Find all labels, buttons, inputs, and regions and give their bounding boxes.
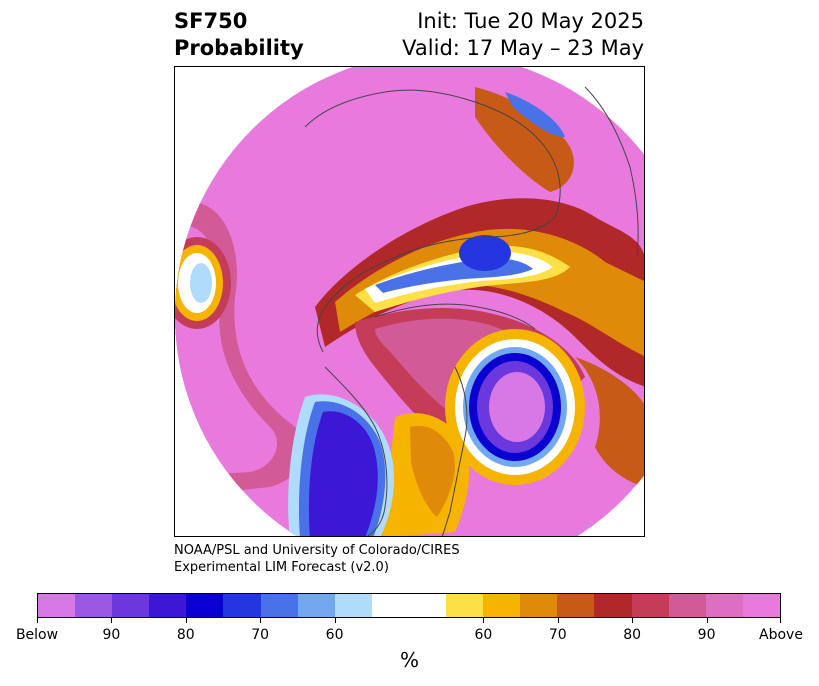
colorbar-tick-mark (557, 618, 559, 623)
valid-period: Valid: 17 May – 23 May (402, 36, 644, 60)
colorbar-tick-label: 90 (102, 627, 121, 643)
colorbar-segment (38, 594, 76, 617)
colorbar-segment (520, 594, 558, 617)
colorbar-segment (557, 594, 595, 617)
colorbar-segment (334, 594, 372, 617)
credit-line-2: Experimental LIM Forecast (v2.0) (174, 560, 389, 575)
colorbar-segment (149, 594, 187, 617)
colorbar-tick-mark (185, 618, 187, 623)
colorbar-tick-mark (706, 618, 708, 623)
colorbar-tick-label: 80 (176, 627, 195, 643)
east-coastline (441, 366, 468, 536)
colorbar-tick-label: Above (759, 627, 803, 643)
west-coastline (324, 366, 388, 536)
coastline-outlines (304, 86, 639, 536)
atlantic-lilac-core (489, 372, 545, 442)
colorbar-ticks: Below 90 80 70 60 60 70 80 90 Above (16, 618, 803, 643)
colorbar-segment (371, 594, 409, 617)
colorbar-tick-label: 60 (325, 627, 344, 643)
credit-line-1: NOAA/PSL and University of Colorado/CIRE… (174, 543, 460, 558)
colorbar-segment (483, 594, 521, 617)
atlantic-east-flank (575, 357, 644, 487)
west-blue-core (190, 263, 212, 303)
colorbar-segment (297, 594, 335, 617)
hudson-bay-outline (374, 303, 536, 330)
map-canvas (175, 67, 644, 536)
colorbar-segment (112, 594, 150, 617)
colorbar (37, 593, 781, 618)
colorbar-tick-label: 90 (697, 627, 716, 643)
colorbar-tick-mark (37, 618, 38, 623)
colorbar-segment (594, 594, 632, 617)
colorbar-tick-label: 80 (623, 627, 642, 643)
colorbar-segment (260, 594, 298, 617)
colorbar-segment (631, 594, 669, 617)
colorbar-tick-mark (260, 618, 262, 623)
arctic-orange-band (335, 228, 644, 357)
colorbar-tick-mark (632, 618, 634, 623)
init-date: Init: Tue 20 May 2025 (417, 9, 644, 33)
greenland-blue (505, 92, 565, 137)
arctic-coastline (304, 89, 561, 353)
plot-title: SF750 Probability (174, 8, 304, 62)
probability-map (174, 66, 645, 537)
colorbar-tick-label: 60 (474, 627, 493, 643)
shaded-field (175, 67, 644, 536)
colorbar-tick-mark (111, 618, 113, 623)
west-us-indigo-core (308, 411, 378, 536)
forecast-dates: Init: Tue 20 May 2025 Valid: 17 May – 23… (402, 8, 644, 62)
colorbar-segment (186, 594, 224, 617)
east-us-orange (410, 425, 455, 517)
north-atlantic-rust (475, 87, 574, 192)
colorbar-segment (408, 594, 447, 617)
colorbar-segment (742, 594, 780, 617)
colorbar-segment (705, 594, 743, 617)
colorbar-tick-mark (483, 618, 485, 623)
colorbar-tick-label: 70 (251, 627, 270, 643)
arctic-low-core (459, 235, 511, 271)
colorbar-tick-label: 70 (548, 627, 567, 643)
colorbar-segment (668, 594, 706, 617)
credit-text: NOAA/PSL and University of Colorado/CIRE… (174, 542, 460, 576)
variable-name: SF750 (174, 9, 248, 33)
colorbar-unit: % (399, 648, 419, 672)
product-name: Probability (174, 36, 304, 60)
colorbar-segment (223, 594, 261, 617)
colorbar-segment (75, 594, 113, 617)
colorbar-segment (446, 594, 484, 617)
europe-coastline (584, 86, 639, 258)
colorbar-tick-label: Below (15, 627, 59, 643)
colorbar-tick-mark (334, 618, 336, 623)
colorbar-tick-mark (780, 618, 781, 623)
